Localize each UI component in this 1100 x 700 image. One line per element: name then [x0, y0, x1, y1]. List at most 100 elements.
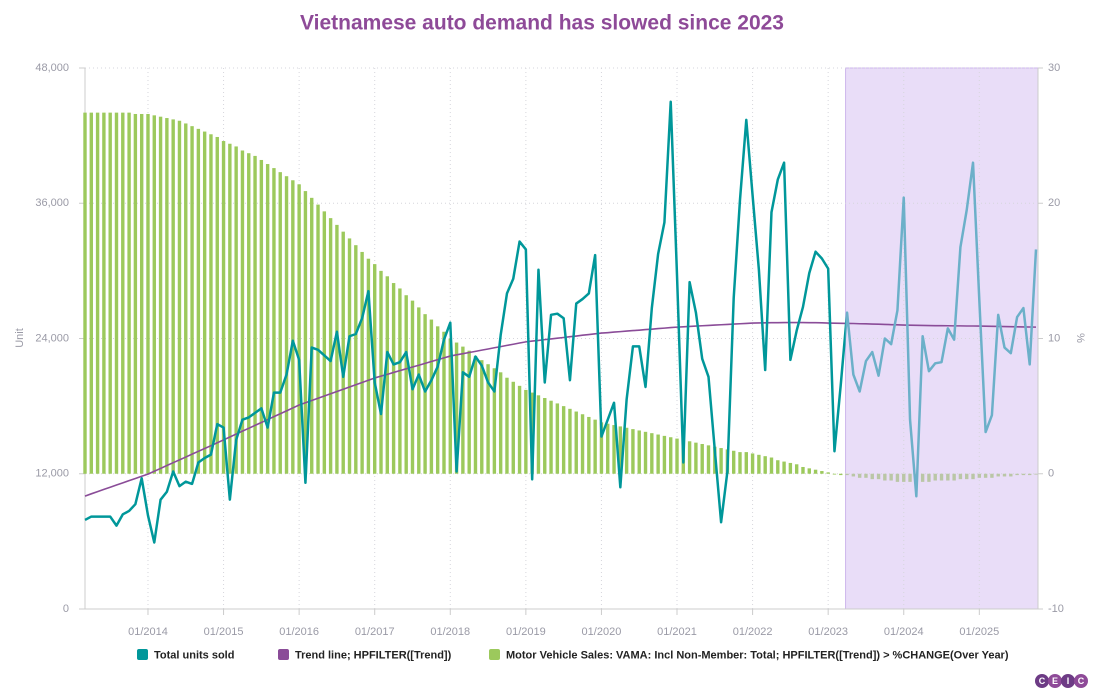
bar — [574, 411, 578, 474]
bar — [83, 112, 87, 474]
bar — [883, 473, 887, 481]
bar — [851, 473, 856, 477]
bar — [656, 434, 660, 474]
bar — [599, 422, 604, 474]
bar — [832, 473, 837, 475]
bar — [1034, 473, 1038, 475]
bar — [265, 164, 270, 474]
logo-dot — [1061, 674, 1075, 688]
y-tick-label: 0 — [63, 603, 69, 615]
bar — [240, 150, 245, 474]
bar — [908, 473, 912, 482]
x-tick-label: 01/2014 — [128, 626, 168, 638]
bar — [196, 128, 201, 474]
bar — [927, 473, 931, 482]
bar — [127, 112, 131, 474]
bar — [744, 452, 748, 474]
bar — [845, 473, 849, 476]
bar — [952, 473, 956, 481]
bar — [121, 112, 125, 474]
y-tick-label: 48,000 — [35, 62, 69, 74]
bar — [1028, 473, 1032, 476]
bar — [971, 473, 975, 480]
bar — [184, 123, 188, 474]
bar — [864, 473, 868, 478]
bar — [517, 385, 522, 474]
y2-tick-label: 0 — [1048, 468, 1054, 480]
line-series — [84, 100, 1038, 544]
bar — [650, 433, 654, 474]
bar — [731, 450, 736, 474]
bar — [788, 462, 793, 474]
bar — [687, 441, 692, 474]
bar — [442, 331, 446, 474]
bar — [624, 427, 629, 474]
bar — [366, 258, 371, 474]
bar — [511, 381, 515, 474]
bar — [1021, 473, 1026, 476]
bar — [769, 457, 774, 474]
bar — [221, 141, 226, 474]
bar — [618, 426, 623, 474]
bar — [782, 461, 786, 474]
bar — [486, 364, 490, 474]
bar — [190, 126, 194, 474]
logo-dot — [1035, 674, 1049, 688]
bar — [448, 338, 452, 474]
bar — [108, 112, 112, 474]
bar — [983, 473, 988, 478]
bar — [662, 435, 667, 474]
bar — [977, 473, 982, 478]
bar — [253, 155, 257, 474]
bar — [423, 314, 427, 474]
bar — [750, 453, 755, 474]
bar — [114, 112, 119, 474]
bar — [694, 442, 698, 474]
y2-tick-label: -10 — [1048, 603, 1064, 615]
bar — [794, 464, 799, 474]
bar — [895, 473, 900, 482]
bar — [889, 473, 893, 481]
bar — [139, 113, 144, 474]
bar — [328, 218, 333, 474]
bar — [480, 360, 484, 474]
bar — [807, 468, 811, 474]
bar — [303, 191, 308, 474]
bar — [95, 112, 100, 474]
x-tick-label: 01/2017 — [355, 626, 395, 638]
bar — [310, 197, 314, 474]
bar — [171, 119, 175, 474]
bar — [1009, 473, 1013, 477]
y-tick-label: 36,000 — [35, 197, 69, 209]
x-tick-label: 01/2019 — [506, 626, 546, 638]
bar — [757, 454, 761, 474]
bar — [133, 113, 138, 474]
bar — [228, 143, 232, 474]
bar — [996, 473, 1000, 477]
bar — [587, 416, 591, 474]
bar — [561, 406, 566, 474]
logo-letter: I — [1067, 676, 1070, 686]
bar — [763, 456, 767, 474]
x-tick-label: 01/2023 — [808, 626, 848, 638]
bar — [391, 283, 396, 474]
bar — [946, 473, 950, 481]
bar — [568, 408, 572, 474]
y2-tick-label: 30 — [1048, 62, 1060, 74]
bar — [492, 368, 497, 474]
bar — [316, 204, 320, 474]
bar — [234, 146, 238, 474]
bar — [435, 326, 440, 474]
y-tick-label: 24,000 — [35, 332, 69, 344]
bar — [335, 224, 339, 474]
legend-label: Motor Vehicle Sales: VAMA: Incl Non-Memb… — [506, 649, 1009, 661]
bar — [990, 473, 994, 478]
x-tick-label: 01/2018 — [430, 626, 470, 638]
bar — [536, 395, 541, 474]
bar — [498, 372, 503, 474]
line-series — [84, 321, 1037, 497]
y2-tick-label: 10 — [1048, 332, 1060, 344]
legend-swatch — [489, 649, 500, 660]
x-tick-label: 01/2025 — [959, 626, 999, 638]
